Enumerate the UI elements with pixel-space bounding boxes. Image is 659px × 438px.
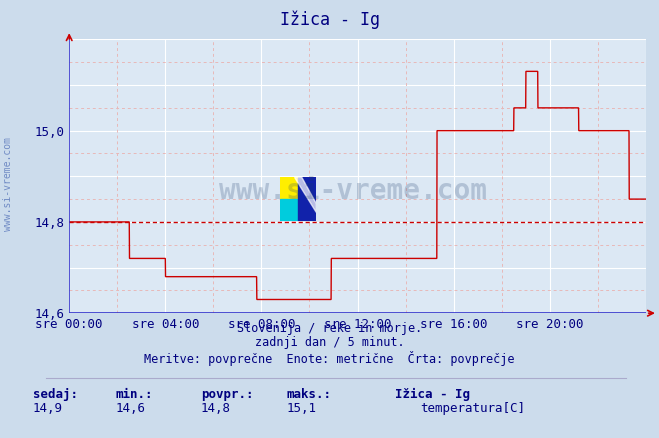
Text: www.si-vreme.com: www.si-vreme.com	[219, 177, 486, 205]
Text: 14,9: 14,9	[33, 402, 63, 415]
Text: www.si-vreme.com: www.si-vreme.com	[3, 137, 13, 231]
Polygon shape	[280, 177, 298, 199]
Text: Meritve: povprečne  Enote: metrične  Črta: povprečje: Meritve: povprečne Enote: metrične Črta:…	[144, 351, 515, 366]
Polygon shape	[298, 177, 316, 221]
Text: sedaj:: sedaj:	[33, 388, 78, 401]
Text: temperatura[C]: temperatura[C]	[420, 402, 525, 415]
Polygon shape	[295, 177, 316, 212]
Text: zadnji dan / 5 minut.: zadnji dan / 5 minut.	[254, 336, 405, 350]
Text: 14,8: 14,8	[201, 402, 231, 415]
Polygon shape	[280, 199, 298, 221]
Text: maks.:: maks.:	[287, 388, 331, 401]
Text: povpr.:: povpr.:	[201, 388, 254, 401]
Text: min.:: min.:	[115, 388, 153, 401]
Text: 15,1: 15,1	[287, 402, 317, 415]
Text: Slovenija / reke in morje.: Slovenija / reke in morje.	[237, 322, 422, 335]
Text: Ižica - Ig: Ižica - Ig	[395, 388, 471, 401]
Text: Ižica - Ig: Ižica - Ig	[279, 11, 380, 29]
Text: 14,6: 14,6	[115, 402, 146, 415]
